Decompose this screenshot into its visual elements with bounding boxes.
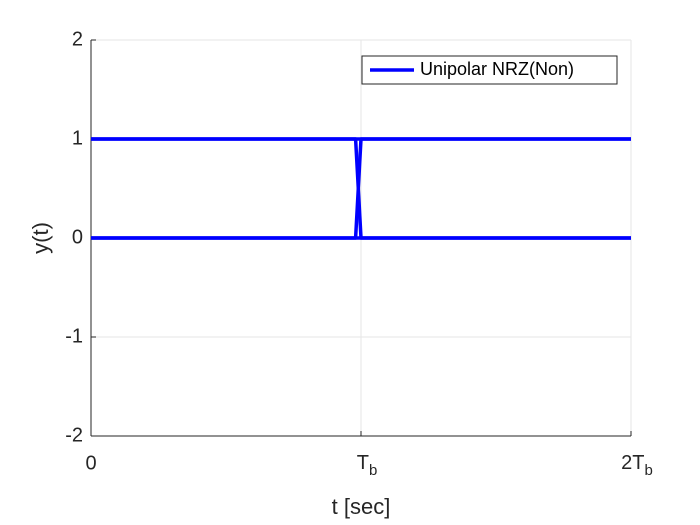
legend-label: Unipolar NRZ(Non) [420,59,574,79]
y-tick-label: -1 [65,325,83,347]
x-axis-label: t [sec] [332,494,391,519]
y-tick-label: -2 [65,424,83,446]
y-tick-label: 2 [72,28,83,50]
data-line [91,137,631,240]
y-tick-label: 1 [72,127,83,149]
x-tick-label: 2Tb [621,452,653,479]
x-tick-label: 0 [85,452,96,474]
y-tick-label: 0 [72,226,83,248]
y-axis-label: y(t) [28,222,53,254]
x-tick-label: Tb [357,452,378,479]
